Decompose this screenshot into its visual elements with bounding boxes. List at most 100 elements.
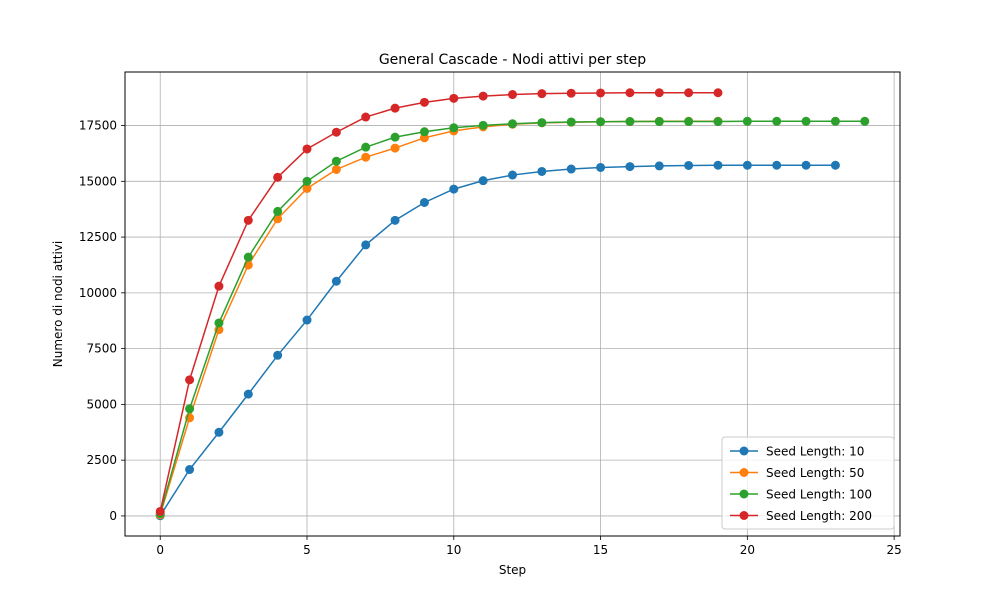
data-point	[742, 116, 752, 126]
data-point	[566, 164, 576, 174]
data-point	[625, 117, 635, 127]
data-point	[684, 160, 694, 170]
data-point	[361, 240, 371, 250]
x-axis-label: Step	[499, 563, 526, 577]
series-0	[155, 160, 840, 521]
data-point	[302, 144, 312, 154]
legend: Seed Length: 10 Seed Length: 50 Seed Lengt…	[721, 436, 895, 530]
data-point	[566, 88, 576, 98]
data-point	[390, 143, 400, 153]
data-point	[331, 276, 341, 286]
x-tick-label: 10	[446, 543, 461, 557]
data-point	[185, 375, 195, 385]
data-point	[684, 117, 694, 127]
legend-item: Seed Length: 200	[730, 509, 872, 523]
data-point	[185, 404, 195, 414]
series-2	[155, 116, 870, 519]
data-point	[390, 103, 400, 113]
y-tick-label: 10000	[79, 286, 117, 300]
data-point	[596, 117, 606, 127]
series-line	[159, 91, 718, 512]
y-tick-label: 7500	[86, 342, 117, 356]
data-point	[684, 88, 694, 98]
data-point	[742, 160, 752, 170]
data-point	[331, 156, 341, 166]
data-point	[478, 91, 488, 101]
data-point	[596, 88, 606, 98]
y-axis-label: Numero di nodi attivi	[51, 241, 65, 368]
legend-item: Seed Length: 100	[730, 488, 872, 502]
data-point	[419, 127, 429, 137]
data-point	[390, 215, 400, 225]
data-point	[302, 183, 312, 193]
y-tick-label: 2500	[86, 453, 117, 467]
y-tick-label: 15000	[79, 174, 117, 188]
legend-item: Seed Length: 50	[730, 466, 864, 480]
data-point	[361, 142, 371, 152]
data-point	[155, 506, 165, 516]
data-point	[537, 118, 547, 128]
data-point	[390, 132, 400, 142]
x-axis: 0 5 10 15 20 25	[156, 536, 902, 557]
data-point	[273, 214, 283, 224]
data-point	[449, 184, 459, 194]
data-point	[331, 164, 341, 174]
y-tick-label: 5000	[86, 397, 117, 411]
data-point	[449, 93, 459, 103]
series-line	[159, 164, 836, 517]
data-point	[625, 88, 635, 98]
data-point	[273, 206, 283, 216]
data-point	[331, 127, 341, 137]
x-tick-label: 15	[593, 543, 608, 557]
legend-marker	[739, 446, 749, 456]
x-tick-label: 25	[886, 543, 901, 557]
data-point	[302, 176, 312, 186]
data-point	[419, 97, 429, 107]
x-tick-label: 0	[156, 543, 164, 557]
y-tick-label: 0	[109, 509, 117, 523]
plot-frame	[124, 71, 901, 537]
data-point	[772, 160, 782, 170]
data-point	[772, 116, 782, 126]
legend-label: Seed Length: 200	[766, 509, 872, 523]
data-point	[713, 160, 723, 170]
data-point	[830, 116, 840, 126]
data-point	[185, 465, 195, 475]
data-point	[449, 123, 459, 133]
data-point	[596, 162, 606, 172]
data-point	[273, 172, 283, 182]
legend-label: Seed Length: 100	[766, 488, 872, 502]
data-point	[508, 90, 517, 100]
legend-marker	[739, 511, 749, 520]
data-point	[537, 89, 547, 99]
y-tick-label: 12500	[79, 230, 117, 244]
data-point	[654, 117, 664, 127]
data-point	[419, 198, 429, 207]
x-tick-label: 5	[303, 543, 311, 557]
data-point	[478, 176, 488, 186]
data-point	[860, 116, 870, 126]
data-point	[713, 117, 723, 127]
data-point	[243, 215, 253, 225]
data-point	[801, 160, 811, 170]
data-point	[801, 116, 811, 126]
legend-item: Seed Length: 10	[730, 445, 864, 459]
data-point	[713, 88, 723, 98]
y-axis: 0 2500 5000 7500 10000 12500 15000 17500	[79, 119, 125, 523]
data-point	[508, 119, 517, 129]
data-point	[243, 252, 253, 262]
data-point	[566, 117, 576, 127]
data-point	[830, 160, 840, 170]
legend-marker	[739, 489, 749, 499]
chart-title: General Cascade - Nodi attivi per step	[379, 52, 646, 68]
legend-label: Seed Length: 10	[766, 445, 864, 459]
y-tick-label: 17500	[79, 119, 117, 133]
data-point	[625, 162, 635, 172]
data-point	[214, 318, 224, 328]
legend-frame	[721, 436, 895, 530]
data-point	[214, 427, 224, 437]
data-point	[302, 315, 312, 325]
data-point	[654, 88, 664, 98]
data-point	[361, 112, 371, 122]
